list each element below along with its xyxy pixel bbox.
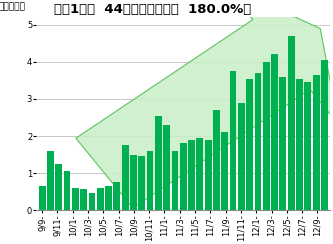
Bar [89,193,95,210]
Bar [263,62,270,210]
Bar [180,143,187,210]
Bar [114,182,120,210]
Bar [288,36,295,210]
Bar [321,60,328,210]
Bar [213,110,220,210]
Bar [155,116,162,210]
Bar [279,77,286,210]
Bar [130,155,137,210]
Bar [196,138,203,210]
Bar [39,186,46,210]
Bar [296,79,303,210]
Bar [205,140,211,210]
Bar [64,171,71,210]
Bar [122,145,129,210]
Bar [246,79,253,210]
Bar [271,54,278,210]
Bar [221,132,228,210]
Text: （百万円）: （百万円） [0,3,25,12]
Bar [263,62,270,210]
Bar [271,54,278,210]
Bar [230,71,236,210]
Bar [64,171,71,210]
Text: 直近1年間  44百万円（前年比  180.0%）: 直近1年間 44百万円（前年比 180.0%） [54,3,251,16]
Bar [196,138,203,210]
Bar [171,151,178,210]
Bar [221,132,228,210]
Bar [246,79,253,210]
Bar [97,188,104,210]
Bar [188,140,195,210]
Bar [105,186,112,210]
Bar [55,164,62,210]
Bar [47,151,54,210]
Bar [230,71,236,210]
Bar [89,193,95,210]
Bar [313,75,319,210]
Bar [163,125,170,210]
Bar [304,82,311,210]
Bar [114,182,120,210]
Bar [163,125,170,210]
Bar [97,188,104,210]
Bar [255,73,261,210]
Polygon shape [76,0,333,208]
Bar [55,164,62,210]
Bar [39,186,46,210]
Bar [80,189,87,210]
Bar [238,103,245,210]
Bar [238,103,245,210]
Bar [130,155,137,210]
Bar [304,82,311,210]
Bar [279,77,286,210]
Bar [155,116,162,210]
Bar [147,151,154,210]
Bar [138,156,145,210]
Bar [321,60,328,210]
Bar [255,73,261,210]
Bar [288,36,295,210]
Bar [180,143,187,210]
Bar [105,186,112,210]
Bar [147,151,154,210]
Bar [122,145,129,210]
Bar [313,75,319,210]
Bar [72,188,79,210]
Bar [138,156,145,210]
Bar [171,151,178,210]
Bar [213,110,220,210]
Bar [72,188,79,210]
Bar [47,151,54,210]
Bar [188,140,195,210]
Bar [205,140,211,210]
Bar [296,79,303,210]
Bar [80,189,87,210]
